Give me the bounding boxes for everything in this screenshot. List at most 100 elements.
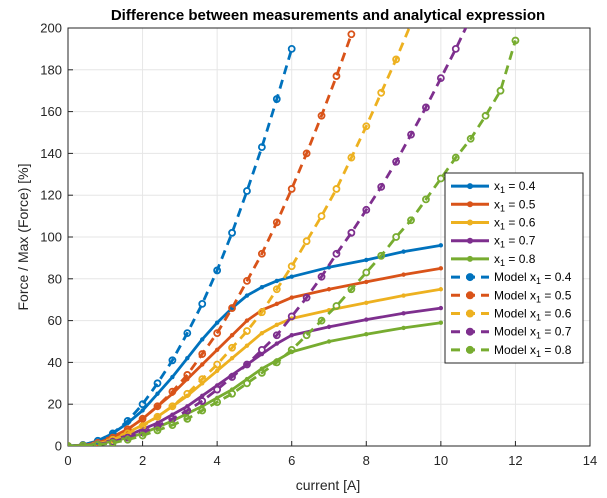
data-point bbox=[436, 74, 445, 83]
data-point bbox=[244, 318, 250, 323]
y-tick-label: 80 bbox=[48, 271, 62, 286]
legend-label: x1 = 0.5 bbox=[494, 197, 536, 213]
data-point bbox=[200, 393, 205, 399]
series-group bbox=[68, 28, 520, 446]
data-point bbox=[123, 435, 132, 444]
data-point bbox=[422, 103, 430, 112]
data-point bbox=[362, 122, 371, 131]
data-point bbox=[153, 402, 162, 411]
data-point bbox=[362, 268, 371, 277]
data-point bbox=[214, 368, 220, 373]
data-point bbox=[438, 320, 444, 325]
data-point bbox=[377, 182, 386, 191]
data-point bbox=[243, 379, 251, 388]
legend-item: x1 = 0.8 bbox=[451, 252, 536, 268]
data-point bbox=[138, 431, 147, 440]
data-point bbox=[153, 379, 162, 388]
data-point bbox=[244, 293, 250, 298]
legend-marker bbox=[467, 183, 473, 190]
legend-label: Model x1 = 0.4 bbox=[494, 270, 572, 286]
data-point bbox=[287, 312, 296, 321]
data-point bbox=[228, 304, 236, 312]
legend-item: Model x1 = 0.4 bbox=[451, 270, 572, 286]
legend-label: x1 = 0.7 bbox=[494, 234, 536, 250]
legend-label: Model x1 = 0.8 bbox=[494, 343, 572, 359]
x-axis-label: current [A] bbox=[296, 477, 361, 493]
data-point bbox=[272, 358, 281, 367]
y-tick-label: 120 bbox=[40, 188, 62, 203]
data-point bbox=[257, 368, 266, 377]
data-point bbox=[108, 438, 117, 446]
data-point bbox=[347, 228, 356, 237]
data-point bbox=[332, 249, 341, 258]
data-point bbox=[407, 216, 415, 225]
data-point bbox=[198, 299, 207, 308]
data-point bbox=[302, 149, 311, 158]
legend-item: x1 = 0.4 bbox=[451, 179, 536, 195]
data-point bbox=[185, 356, 190, 361]
series-line bbox=[68, 48, 294, 446]
data-point bbox=[302, 237, 311, 246]
data-point bbox=[168, 387, 177, 396]
data-point bbox=[198, 397, 207, 405]
data-point bbox=[243, 360, 251, 369]
y-tick-label: 40 bbox=[48, 355, 62, 370]
data-point bbox=[287, 262, 296, 271]
data-point bbox=[257, 345, 266, 354]
data-point bbox=[274, 322, 279, 327]
data-point bbox=[140, 408, 145, 413]
data-point bbox=[326, 324, 332, 330]
data-point bbox=[438, 287, 444, 292]
data-point bbox=[332, 185, 341, 193]
data-point bbox=[155, 404, 160, 409]
data-point bbox=[326, 287, 332, 292]
data-point bbox=[213, 266, 222, 275]
data-point bbox=[138, 400, 147, 409]
data-point bbox=[213, 385, 222, 394]
series-model-9 bbox=[68, 36, 520, 446]
data-point bbox=[155, 391, 160, 396]
data-point bbox=[213, 398, 222, 407]
data-point bbox=[302, 293, 311, 302]
data-point bbox=[153, 412, 162, 421]
y-tick-label: 60 bbox=[48, 313, 62, 328]
legend-label: x1 = 0.4 bbox=[494, 179, 536, 195]
legend-label: Model x1 = 0.5 bbox=[494, 288, 572, 304]
data-point bbox=[317, 316, 326, 325]
data-point bbox=[228, 389, 236, 398]
x-tick-label: 4 bbox=[214, 453, 221, 468]
data-point bbox=[244, 343, 250, 348]
data-point bbox=[259, 330, 265, 336]
data-point bbox=[422, 195, 430, 204]
data-point bbox=[326, 339, 332, 344]
data-point bbox=[401, 249, 406, 254]
data-point bbox=[198, 375, 207, 384]
series-model-5 bbox=[68, 45, 296, 446]
data-point bbox=[153, 426, 162, 435]
series-clip bbox=[68, 28, 520, 446]
data-point bbox=[317, 272, 326, 281]
data-point bbox=[438, 266, 444, 271]
data-point bbox=[259, 284, 265, 290]
data-point bbox=[200, 337, 205, 342]
y-tick-label: 0 bbox=[55, 439, 62, 454]
data-point bbox=[287, 45, 296, 53]
data-point bbox=[317, 111, 326, 120]
data-point bbox=[401, 272, 406, 277]
legend-item: x1 = 0.6 bbox=[451, 216, 536, 232]
series-line bbox=[68, 40, 517, 446]
series-model-7 bbox=[68, 28, 411, 446]
data-point bbox=[364, 300, 369, 306]
data-point bbox=[228, 228, 236, 237]
data-point bbox=[401, 293, 406, 298]
data-point bbox=[138, 414, 147, 423]
data-point bbox=[79, 441, 87, 446]
data-point bbox=[401, 325, 406, 331]
data-point bbox=[274, 278, 279, 284]
y-tick-label: 100 bbox=[40, 230, 62, 245]
legend-marker bbox=[466, 345, 474, 354]
legend-item: Model x1 = 0.8 bbox=[451, 343, 572, 359]
data-point bbox=[332, 302, 341, 310]
data-point bbox=[364, 279, 369, 285]
